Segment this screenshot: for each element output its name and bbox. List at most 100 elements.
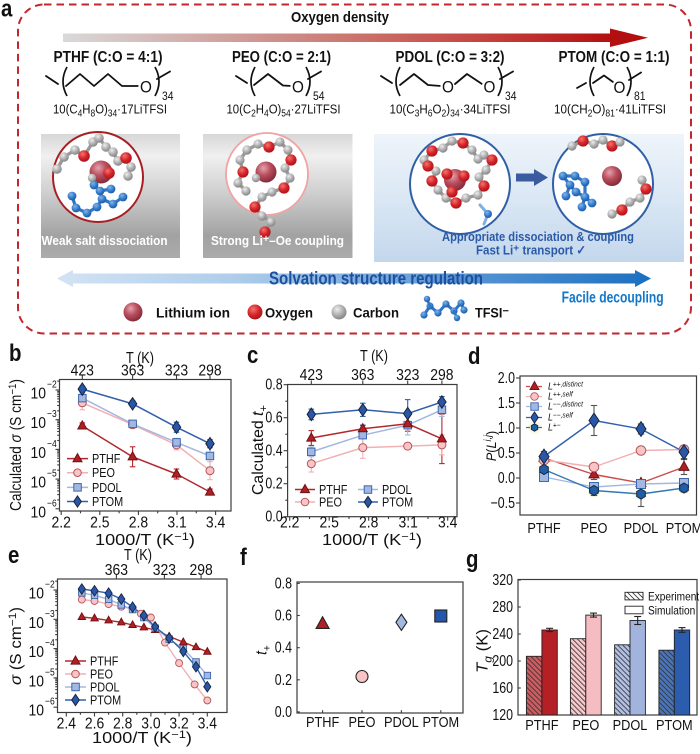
svg-text:L+−: L+− [548, 421, 561, 433]
svg-text:e: e [8, 541, 19, 568]
svg-text:0.0: 0.0 [275, 703, 292, 721]
svg-text:Solvation structure regulation: Solvation structure regulation [269, 268, 483, 289]
svg-text:10: 10 [30, 416, 46, 433]
svg-text:81: 81 [634, 91, 646, 104]
svg-text:10(CH2​O)81​·41LiTFSI: 10(CH2​O)81​·41LiTFSI [554, 102, 666, 119]
svg-text:PDOL (C:O = 3:2): PDOL (C:O = 3:2) [396, 48, 505, 66]
svg-text:PTHF: PTHF [306, 713, 339, 730]
svg-text:PEO: PEO [90, 668, 113, 682]
svg-text:PEO: PEO [92, 467, 115, 481]
svg-text:TFSI⁻: TFSI⁻ [475, 305, 509, 321]
svg-text:0.0: 0.0 [498, 469, 515, 487]
svg-text:L−−,self: L−−,self [548, 411, 574, 423]
svg-text:34: 34 [162, 91, 174, 104]
svg-text:0.2: 0.2 [275, 670, 292, 688]
svg-text:10: 10 [28, 615, 44, 632]
svg-text:g: g [466, 545, 478, 572]
svg-text:PDOL: PDOL [382, 483, 412, 497]
svg-text:323: 323 [153, 562, 176, 579]
svg-text:PTHF: PTHF [319, 483, 347, 497]
svg-text:54: 54 [313, 91, 325, 104]
svg-text:Appropriate dissociation & cou: Appropriate dissociation & coupling [442, 229, 634, 244]
svg-text:−4: −4 [45, 637, 55, 648]
svg-text:PTOM (C:O = 1:1): PTOM (C:O = 1:1) [559, 48, 670, 66]
svg-text:200: 200 [492, 652, 513, 670]
svg-text:PDOL: PDOL [384, 713, 419, 730]
svg-text:t+: t+ [254, 645, 274, 655]
svg-text:160: 160 [492, 679, 513, 697]
svg-text:L++,self: L++,self [548, 390, 574, 402]
svg-text:Oxygen density: Oxygen density [291, 9, 389, 25]
svg-text:T (K): T (K) [124, 547, 152, 564]
svg-text:O: O [614, 78, 626, 97]
svg-text:PEO: PEO [349, 713, 376, 730]
svg-text:f: f [240, 543, 247, 570]
svg-text:−6: −6 [47, 498, 57, 509]
svg-text:1.0: 1.0 [498, 419, 515, 437]
svg-text:L−−,distinct: L−−,distinct [548, 400, 584, 412]
svg-text:298: 298 [189, 562, 212, 579]
svg-text:2.8: 2.8 [113, 716, 132, 733]
svg-text:0.8: 0.8 [275, 574, 292, 592]
svg-text:10(C3​H6​O2​)34​·34LiTFSI: 10(C3​H6​O2​)34​·34LiTFSI [390, 102, 511, 119]
svg-text:O: O [484, 78, 496, 97]
svg-text:PEO (C:O = 2:1): PEO (C:O = 2:1) [232, 48, 331, 66]
svg-text:PEO: PEO [319, 496, 342, 510]
svg-text:0.8: 0.8 [265, 375, 282, 393]
svg-text:a: a [1, 0, 13, 22]
svg-text:PTHF: PTHF [527, 519, 560, 536]
svg-text:3.2: 3.2 [169, 716, 188, 733]
svg-text:PEO: PEO [581, 519, 608, 536]
svg-text:Carbon: Carbon [353, 305, 399, 321]
svg-text:T (K): T (K) [126, 350, 154, 367]
svg-text:Lithium ion: Lithium ion [156, 305, 230, 321]
svg-text:Facile decoupling: Facile decoupling [562, 290, 664, 307]
svg-text:−3: −3 [45, 608, 55, 619]
svg-text:363: 363 [121, 363, 144, 380]
svg-text:−5: −5 [47, 468, 57, 479]
svg-text:PTOM: PTOM [423, 713, 460, 730]
svg-text:P(Li,j): P(Li,j) [483, 431, 500, 461]
svg-text:3.0: 3.0 [141, 716, 160, 733]
svg-text:−0.5: −0.5 [491, 494, 516, 512]
svg-text:O: O [140, 78, 152, 97]
svg-text:240: 240 [492, 625, 513, 643]
svg-text:2.2: 2.2 [280, 515, 299, 532]
svg-text:2.0: 2.0 [498, 369, 515, 387]
svg-text:PTOM: PTOM [382, 496, 413, 510]
svg-text:0.4: 0.4 [265, 441, 282, 459]
svg-text:PTHF: PTHF [90, 655, 118, 669]
svg-text:323: 323 [396, 367, 419, 384]
svg-text:2.5: 2.5 [320, 515, 339, 532]
svg-text:0.2: 0.2 [265, 474, 282, 492]
svg-text:b: b [9, 339, 21, 366]
svg-text:PTOM: PTOM [90, 694, 121, 708]
svg-text:−5: −5 [45, 667, 55, 678]
svg-text:−6: −6 [45, 696, 55, 707]
svg-text:34: 34 [505, 91, 517, 104]
svg-text:PTOM: PTOM [666, 519, 700, 536]
svg-text:10: 10 [28, 586, 44, 603]
svg-text:Oxygen: Oxygen [265, 305, 313, 321]
svg-text:10: 10 [30, 475, 46, 492]
svg-text:10: 10 [30, 505, 46, 522]
svg-text:10(C2​H4​O)54​·27LiTFSI: 10(C2​H4​O)54​·27LiTFSI [226, 102, 340, 119]
svg-text:423: 423 [71, 363, 94, 380]
svg-text:2.8: 2.8 [129, 515, 148, 532]
svg-text:0.6: 0.6 [265, 408, 282, 426]
svg-text:10: 10 [28, 644, 44, 661]
svg-text:10: 10 [30, 445, 46, 462]
svg-text:c: c [247, 341, 258, 368]
svg-text:σ (S cm−1): σ (S cm−1) [8, 607, 26, 685]
svg-text:−2: −2 [47, 379, 57, 390]
svg-text:−4: −4 [47, 438, 57, 449]
svg-text:Strong Li⁺–Oe coupling: Strong Li⁺–Oe coupling [211, 233, 344, 248]
svg-text:2.8: 2.8 [359, 515, 378, 532]
svg-text:2.2: 2.2 [52, 515, 71, 532]
svg-text:O: O [442, 78, 454, 97]
svg-text:L++,distinct: L++,distinct [548, 380, 584, 392]
svg-text:2.4: 2.4 [57, 716, 76, 733]
svg-text:3.4: 3.4 [198, 716, 217, 733]
svg-text:323: 323 [165, 363, 188, 380]
svg-text:Calculated t+: Calculated t+ [250, 405, 270, 495]
